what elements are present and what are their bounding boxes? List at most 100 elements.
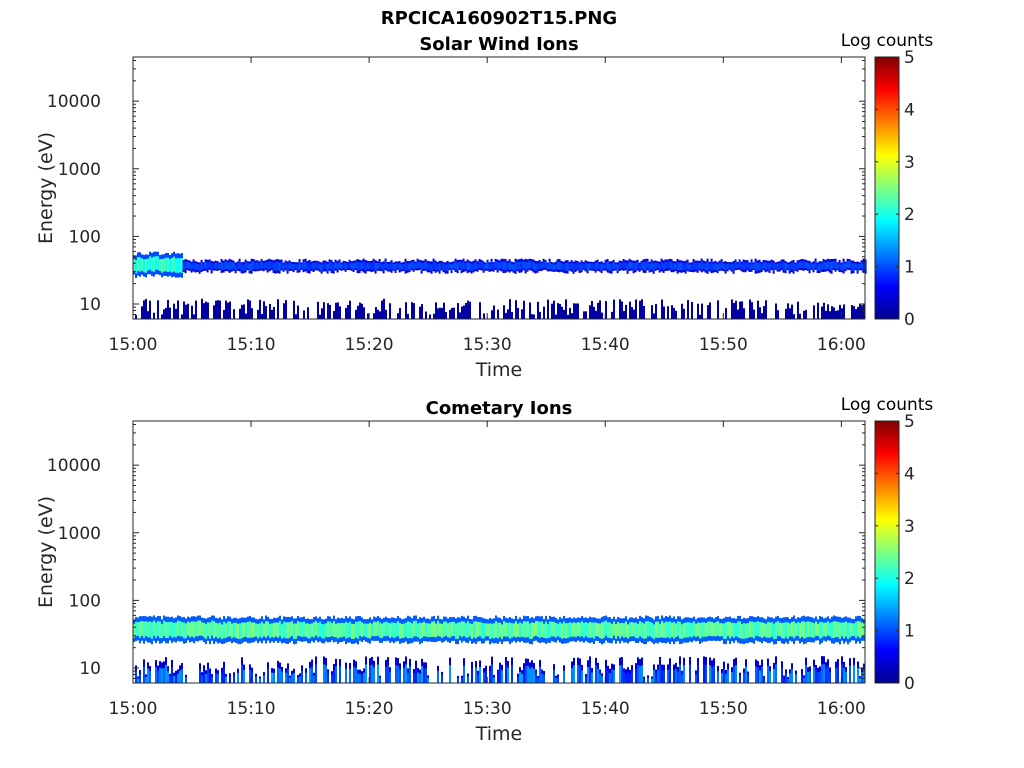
heat-cell	[651, 622, 653, 638]
heat-cell	[717, 621, 719, 636]
heat-cell	[570, 262, 573, 270]
x-tick-label: 15:20	[345, 699, 394, 719]
heat-cell	[214, 262, 217, 269]
heat-cell	[202, 264, 205, 270]
heat-cell	[356, 261, 359, 271]
heat-cell	[585, 622, 587, 637]
heat-cell	[541, 673, 543, 683]
heat-cell	[747, 622, 749, 638]
heat-cell	[609, 622, 611, 639]
heat-cell	[688, 264, 691, 270]
heat-cell	[531, 667, 533, 683]
heat-cell	[286, 263, 289, 272]
heat-cell	[387, 622, 389, 637]
heat-cell	[587, 667, 589, 683]
heat-cell	[543, 674, 545, 683]
heat-cell	[223, 621, 225, 639]
heat-cell	[187, 303, 189, 319]
heat-cell	[510, 263, 513, 270]
heat-cell	[294, 263, 297, 269]
heat-cell	[787, 678, 789, 683]
heat-cell	[641, 622, 643, 638]
heat-cell	[218, 264, 221, 269]
panel-title: Cometary Ions	[426, 398, 573, 419]
heat-cell	[724, 263, 727, 272]
heat-cell	[223, 668, 225, 683]
heat-cell	[322, 262, 325, 270]
heat-cell	[312, 263, 315, 270]
heat-cell	[609, 673, 611, 683]
heat-cell	[391, 622, 393, 637]
heat-cell	[681, 303, 683, 319]
x-tick-label: 15:10	[227, 335, 276, 355]
heat-cell	[612, 261, 615, 269]
panel-title: Solar Wind Ions	[419, 34, 578, 55]
heat-cell	[535, 673, 537, 683]
heat-cell	[167, 622, 169, 638]
heat-cell	[791, 621, 793, 637]
heat-cell	[349, 668, 351, 683]
heat-cell	[390, 262, 393, 271]
heat-cell	[648, 263, 651, 271]
heat-cell	[727, 621, 729, 636]
heat-cell	[316, 262, 319, 269]
heat-cell	[465, 302, 467, 319]
heat-cell	[498, 262, 501, 269]
heat-cell	[233, 622, 235, 638]
heat-cell	[610, 263, 613, 272]
heat-cell	[575, 303, 577, 319]
heat-cell	[260, 261, 263, 269]
heat-cell	[619, 623, 621, 639]
heat-cell	[271, 672, 273, 683]
heat-cell	[325, 623, 327, 637]
heat-cell	[568, 263, 571, 269]
heat-cell	[665, 621, 667, 638]
cometary-ions-panel: 15:00 15:10 15:20 15:30 15:40 15:50 16:0010100…	[35, 395, 933, 745]
heat-cell	[669, 621, 671, 639]
axes-frame	[132, 56, 866, 320]
heat-cell	[203, 622, 205, 638]
heat-cell	[452, 263, 455, 269]
heat-cell	[481, 622, 483, 639]
heat-cell	[569, 307, 571, 319]
heat-cell	[645, 621, 647, 639]
heat-cell	[135, 314, 137, 319]
heat-cell	[421, 666, 423, 683]
heat-cell	[261, 621, 263, 638]
heat-cell	[373, 621, 375, 637]
heat-cell	[625, 673, 627, 683]
heat-cell	[407, 672, 409, 683]
heat-cell	[363, 623, 365, 637]
heat-cell	[848, 261, 851, 268]
heat-cell	[217, 623, 219, 639]
heat-cell	[602, 264, 605, 270]
heat-cell	[733, 303, 735, 319]
heat-cell	[253, 622, 255, 638]
heat-cell	[267, 668, 269, 683]
heat-cell	[668, 261, 671, 269]
heat-cell	[567, 314, 569, 319]
heat-cell	[638, 264, 641, 270]
heat-cell	[149, 621, 151, 638]
heat-cell	[283, 303, 285, 319]
heat-cell	[497, 673, 499, 683]
heat-cell	[285, 300, 287, 319]
heat-cell	[505, 312, 507, 319]
heat-cell	[188, 262, 191, 269]
heat-cell	[561, 306, 563, 319]
heat-cell	[135, 621, 137, 637]
heat-cell	[549, 621, 551, 638]
heat-cell	[715, 621, 717, 637]
colorbar-tick-label: 3	[904, 153, 915, 173]
heat-cell	[663, 306, 665, 319]
heat-cell	[813, 305, 815, 319]
heat-cell	[379, 311, 381, 319]
heat-cell	[221, 672, 223, 683]
heat-cell	[850, 263, 853, 272]
heat-cell	[159, 259, 161, 272]
heat-cell	[209, 622, 211, 639]
heat-cell	[537, 678, 539, 683]
heat-cell	[421, 304, 423, 319]
heat-cell	[271, 623, 273, 638]
heat-cell	[255, 623, 257, 637]
